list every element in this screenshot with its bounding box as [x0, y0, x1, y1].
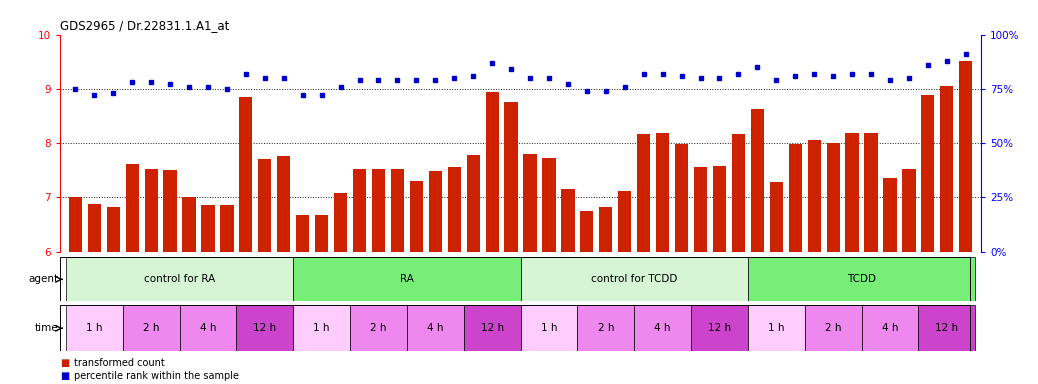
Text: control for TCDD: control for TCDD: [591, 274, 678, 285]
Bar: [922, 95, 934, 252]
Text: 1 h: 1 h: [86, 323, 103, 333]
Text: RA: RA: [400, 274, 414, 285]
Bar: [107, 207, 119, 252]
Text: 12 h: 12 h: [708, 323, 731, 333]
Bar: [804, 305, 862, 351]
Bar: [959, 61, 973, 252]
Text: 2 h: 2 h: [143, 323, 160, 333]
Bar: [732, 134, 745, 252]
Text: 4 h: 4 h: [654, 323, 671, 333]
Bar: [862, 305, 919, 351]
Bar: [919, 305, 976, 351]
Bar: [521, 305, 577, 351]
Bar: [523, 154, 537, 252]
Bar: [126, 164, 139, 252]
Bar: [542, 158, 555, 252]
Bar: [770, 182, 783, 252]
Bar: [637, 134, 651, 252]
Bar: [163, 170, 176, 252]
Text: 2 h: 2 h: [598, 323, 614, 333]
Bar: [69, 197, 82, 252]
Bar: [577, 305, 634, 351]
Bar: [865, 133, 878, 252]
Bar: [407, 305, 464, 351]
Bar: [902, 169, 916, 252]
Text: TCDD: TCDD: [847, 274, 876, 285]
Bar: [350, 305, 407, 351]
Bar: [277, 156, 291, 252]
Bar: [656, 133, 670, 252]
Text: 2 h: 2 h: [825, 323, 842, 333]
Bar: [750, 109, 764, 252]
Bar: [122, 305, 180, 351]
Text: 4 h: 4 h: [427, 323, 443, 333]
Bar: [183, 197, 195, 252]
Bar: [353, 169, 366, 252]
Text: GDS2965 / Dr.22831.1.A1_at: GDS2965 / Dr.22831.1.A1_at: [60, 19, 229, 32]
Text: 1 h: 1 h: [313, 323, 330, 333]
Text: 4 h: 4 h: [881, 323, 898, 333]
Bar: [693, 167, 707, 252]
Text: transformed count: transformed count: [74, 358, 164, 368]
Bar: [464, 305, 521, 351]
Bar: [846, 133, 858, 252]
Bar: [293, 305, 350, 351]
Bar: [144, 169, 158, 252]
Bar: [293, 257, 521, 301]
Bar: [201, 205, 215, 252]
Bar: [748, 257, 976, 301]
Bar: [65, 257, 293, 301]
Bar: [521, 257, 748, 301]
Bar: [296, 215, 309, 252]
Text: percentile rank within the sample: percentile rank within the sample: [74, 371, 239, 381]
Bar: [634, 305, 691, 351]
Bar: [599, 207, 612, 252]
Bar: [334, 193, 348, 252]
Bar: [237, 305, 293, 351]
Bar: [504, 103, 518, 252]
Text: 4 h: 4 h: [199, 323, 216, 333]
Bar: [372, 169, 385, 252]
Bar: [65, 305, 122, 351]
Bar: [713, 166, 727, 252]
Bar: [447, 167, 461, 252]
Text: control for RA: control for RA: [144, 274, 215, 285]
Text: 1 h: 1 h: [541, 323, 557, 333]
Bar: [826, 143, 840, 252]
Bar: [180, 305, 237, 351]
Bar: [883, 178, 897, 252]
Bar: [691, 305, 748, 351]
Bar: [315, 215, 328, 252]
Text: 1 h: 1 h: [768, 323, 785, 333]
Bar: [808, 140, 821, 252]
Bar: [748, 305, 804, 351]
Bar: [940, 86, 954, 252]
Bar: [87, 204, 101, 252]
Bar: [789, 144, 802, 252]
Text: 12 h: 12 h: [481, 323, 503, 333]
Bar: [562, 189, 575, 252]
Bar: [429, 171, 442, 252]
Bar: [390, 169, 404, 252]
Bar: [486, 91, 499, 252]
Text: time: time: [34, 323, 58, 333]
Text: 12 h: 12 h: [253, 323, 276, 333]
Text: ■: ■: [60, 371, 70, 381]
Bar: [239, 97, 252, 252]
Text: ■: ■: [60, 358, 70, 368]
Bar: [258, 159, 271, 252]
Bar: [580, 211, 594, 252]
Text: 12 h: 12 h: [935, 323, 958, 333]
Bar: [675, 144, 688, 252]
Bar: [410, 181, 424, 252]
Bar: [220, 205, 234, 252]
Bar: [618, 191, 631, 252]
Text: agent: agent: [28, 274, 58, 285]
Text: 2 h: 2 h: [371, 323, 387, 333]
Bar: [466, 155, 480, 252]
